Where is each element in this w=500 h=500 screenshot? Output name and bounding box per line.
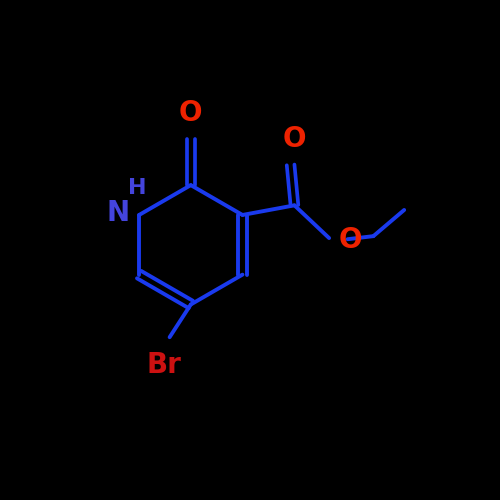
- Text: O: O: [179, 100, 203, 128]
- Text: N: N: [106, 199, 130, 227]
- Text: Br: Br: [146, 350, 182, 378]
- Text: O: O: [338, 226, 362, 254]
- Text: O: O: [282, 126, 306, 154]
- Text: H: H: [128, 178, 146, 198]
